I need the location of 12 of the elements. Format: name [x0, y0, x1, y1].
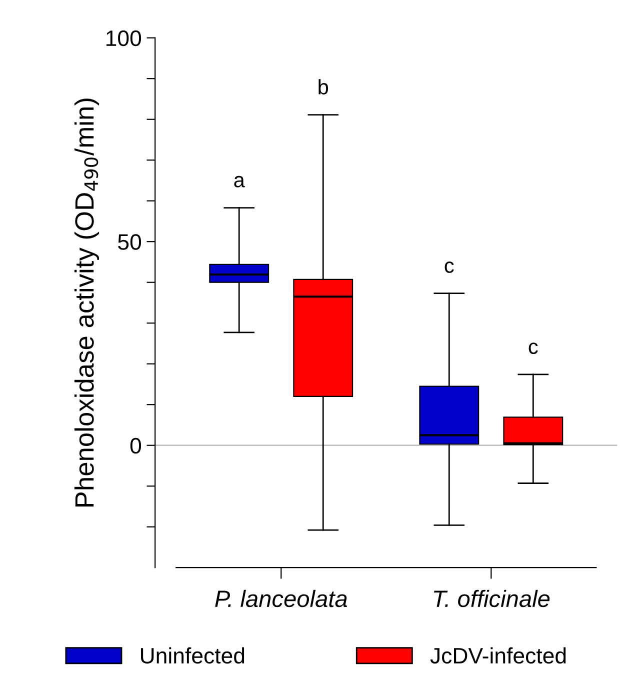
annotation: c: [444, 262, 454, 273]
annotation: a: [234, 176, 245, 188]
y-tick-label: 0: [130, 438, 142, 454]
y-axis-title: Phenoloxidase activity (OD$_{490}$/min): [74, 98, 100, 507]
annotation: c: [528, 342, 538, 354]
x-tick-label: P. lanceolata: [215, 590, 348, 608]
y-tick-label: 50: [118, 234, 142, 250]
x-tick-label: T. officinale: [434, 590, 550, 608]
legend-label: Uninfected: [140, 647, 244, 664]
legend-label: JcDV-infected: [430, 647, 566, 664]
annotation: b: [318, 79, 328, 94]
y-tick-label: 100: [106, 30, 142, 46]
